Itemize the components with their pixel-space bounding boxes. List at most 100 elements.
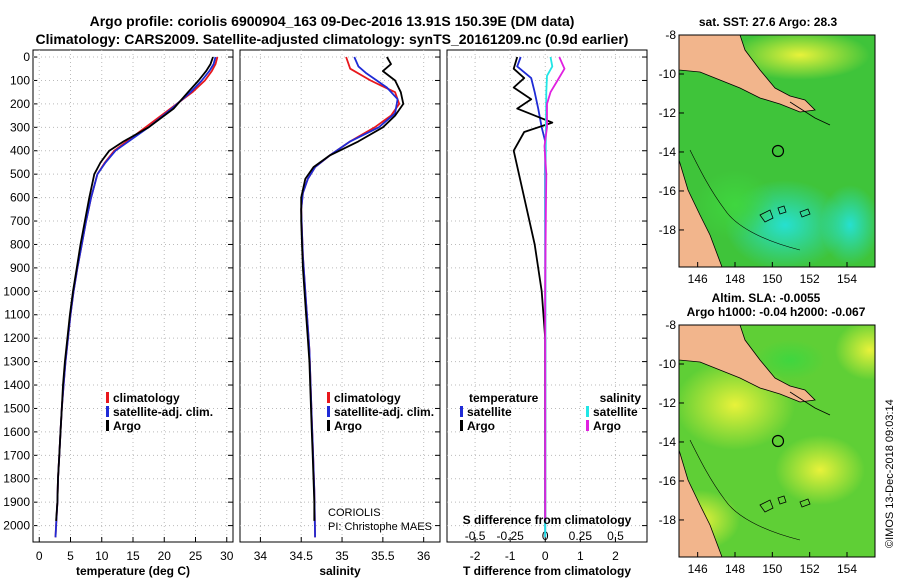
depth-tick-label: 600	[10, 191, 30, 205]
series-line-argo	[300, 56, 405, 521]
lat-tick-label: -8	[665, 28, 676, 42]
lat-tick-label: -16	[659, 184, 677, 198]
legend-label-s-argo: Argo	[593, 419, 621, 433]
legend-label-satellite: satellite-adj. clim.	[113, 405, 213, 419]
series-line-argo	[55, 56, 214, 521]
imos-credit: ©IMOS 13-Dec-2018 09:03:14	[884, 399, 896, 548]
lat-tick-label: -16	[659, 474, 677, 488]
legend-marker-argo	[327, 420, 330, 431]
lon-tick-label: 150	[762, 562, 782, 576]
series-line-satellite-adj-clim-	[300, 56, 399, 538]
x-tick-label: 35	[335, 549, 349, 563]
sst-map-axes: -8 -10 -12 -14 -16 -18 146 148 150 152 154	[659, 28, 858, 286]
lon-tick-label: 152	[800, 272, 820, 286]
argo-float-location-marker	[771, 434, 785, 448]
s-diff-tick-label: -0.25	[496, 529, 524, 543]
x-tick-label: 25	[189, 549, 203, 563]
lon-tick-label: 146	[688, 272, 708, 286]
lat-tick-label: -12	[659, 106, 677, 120]
papua-new-guinea-landmass	[679, 325, 816, 403]
depth-tick-label: 800	[10, 237, 30, 251]
x-tick-label: 34.5	[290, 549, 314, 563]
legend-marker-satellite	[106, 406, 109, 417]
pi-label: PI: Christophe MAES	[328, 521, 432, 533]
legend-label-argo: Argo	[113, 419, 141, 433]
legend-marker-s-satellite	[586, 406, 589, 417]
reef-outlines	[759, 495, 811, 513]
depth-tick-label: 1200	[3, 331, 30, 345]
lon-tick-label: 154	[837, 272, 857, 286]
salinity-panel	[239, 49, 441, 543]
x-tick-label: 0	[36, 549, 43, 563]
salinity-profile-chart: 34 34.5 35 35.5 36	[240, 50, 440, 563]
legend-title-salinity: salinity	[600, 391, 642, 405]
lon-tick-label: 148	[725, 272, 745, 286]
lon-tick-label: 154	[837, 562, 857, 576]
legend-marker-s-argo	[586, 420, 589, 431]
depth-tick-label: 300	[10, 120, 30, 134]
x-tick-label: -2	[470, 549, 481, 563]
depth-axis: 0 100 200 300 400 500 600 700 800 900 1000 1100 1200…	[3, 50, 38, 533]
legend-label-argo: Argo	[334, 419, 362, 433]
depth-tick-label: 1600	[3, 425, 30, 439]
series-line-satellite-adj-clim-	[54, 56, 217, 538]
lat-tick-label: -8	[665, 318, 676, 332]
difference-panel	[446, 49, 648, 543]
depth-tick-label: 900	[10, 261, 30, 275]
series-line-temperature-argo	[512, 56, 554, 521]
legend-marker-argo	[106, 420, 109, 431]
depth-tick-label: 200	[10, 97, 30, 111]
legend-label-t-argo: Argo	[467, 419, 495, 433]
sla-low-patch	[755, 340, 825, 380]
legend-marker-satellite	[327, 406, 330, 417]
x-tick-label: 20	[158, 549, 172, 563]
legend-label-climatology: climatology	[334, 391, 401, 405]
header-line-1: Argo profile: coriolis 6900904_163 09-De…	[90, 13, 575, 29]
lon-tick-label: 146	[688, 562, 708, 576]
lon-tick-label: 148	[725, 562, 745, 576]
lat-tick-label: -12	[659, 396, 677, 410]
s-difference-label: S difference from climatology	[463, 513, 632, 527]
x-tick-label: 10	[95, 549, 109, 563]
institution-label: CORIOLIS	[328, 507, 381, 519]
x-tick-label: 2	[612, 549, 619, 563]
depth-tick-label: 1800	[3, 472, 30, 486]
lat-tick-label: -18	[659, 223, 677, 237]
temperature-profile-chart: 0 5 10 15 20 25 30	[33, 50, 234, 563]
altimetry-map-frame	[678, 324, 876, 558]
altimetry-title-2: Argo h1000: -0.04 h2000: -0.067	[687, 305, 866, 319]
depth-tick-label: 1000	[3, 284, 30, 298]
salinity-legend: climatology satellite-adj. clim. Argo	[327, 391, 434, 433]
lat-tick-label: -14	[659, 435, 677, 449]
legend-marker-climatology	[106, 392, 109, 403]
temperature-panel	[32, 49, 234, 543]
x-tick-label: 1	[577, 549, 584, 563]
lon-tick-label: 150	[762, 272, 782, 286]
lat-tick-label: -10	[659, 357, 677, 371]
s-diff-tick-label: -0.5	[465, 529, 486, 543]
australia-landmass	[679, 449, 723, 557]
sst-green-patch	[695, 170, 775, 240]
x-tick-label: 5	[67, 549, 74, 563]
depth-tick-label: 400	[10, 144, 30, 158]
sla-high-patch	[835, 325, 875, 380]
temperature-legend: climatology satellite-adj. clim. Argo	[106, 391, 213, 433]
header-line-2: Climatology: CARS2009. Satellite-adjuste…	[36, 31, 629, 47]
sst-map-frame	[678, 34, 876, 268]
t-difference-xlabel: T difference from climatology	[463, 564, 631, 578]
legend-marker-t-argo	[460, 420, 463, 431]
legend-label-climatology: climatology	[113, 391, 180, 405]
australia-landmass	[679, 159, 723, 267]
depth-tick-label: 2000	[3, 519, 30, 533]
s-diff-tick-label: 0.25	[569, 529, 593, 543]
sst-warm-patch	[820, 185, 875, 265]
x-tick-label: -1	[505, 549, 516, 563]
x-tick-label: 15	[126, 549, 140, 563]
argo-float-location-marker	[771, 144, 785, 158]
lat-tick-label: -18	[659, 513, 677, 527]
x-tick-label: 0	[542, 549, 549, 563]
depth-tick-label: 1700	[3, 448, 30, 462]
depth-tick-label: 0	[23, 50, 30, 64]
legend-label-s-satellite: satellite	[593, 405, 638, 419]
